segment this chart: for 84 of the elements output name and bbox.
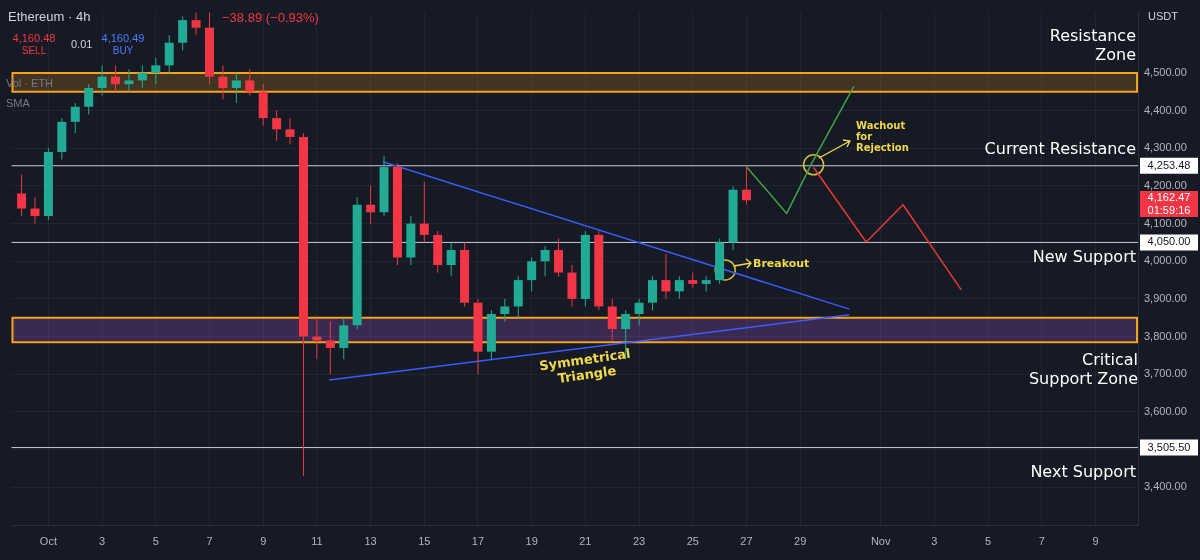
candlestick — [446, 241, 456, 277]
annotation: Breakout — [753, 257, 810, 270]
candlestick — [674, 275, 684, 300]
x-tick-label: 11 — [311, 534, 323, 547]
candlestick — [285, 117, 295, 145]
candlestick — [231, 72, 241, 104]
candlestick — [527, 257, 537, 292]
annotation: 4,160.48 — [11, 32, 57, 44]
candlestick — [325, 321, 335, 375]
x-tick-label: 17 — [471, 534, 485, 547]
candlestick — [137, 64, 147, 89]
y-tick-label: 3,800.00 — [1144, 329, 1187, 342]
annotation: Critical Support Zone — [1028, 350, 1138, 388]
x-tick-label: Nov — [870, 534, 891, 547]
y-tick-label: 4,500.00 — [1144, 65, 1187, 78]
candlestick — [607, 298, 617, 341]
annotation: Current Resistance — [984, 139, 1136, 158]
x-tick-label: 3 — [99, 534, 106, 547]
chart-title: Ethereum · 4h — [8, 9, 91, 25]
candlestick — [178, 15, 188, 51]
y-tick-label: 4,000.00 — [1144, 254, 1187, 267]
x-tick-label: 7 — [1038, 534, 1045, 547]
annotation: BUY — [111, 45, 135, 56]
y-tick-label: 3,400.00 — [1144, 480, 1187, 493]
annotation: Resistance Zone — [1049, 26, 1136, 64]
candlestick — [151, 57, 161, 85]
text: USDT — [1148, 10, 1178, 22]
x-tick-label: 15 — [418, 534, 431, 547]
candlestick — [419, 181, 429, 243]
candlestick — [124, 68, 134, 93]
annotation: Next Support — [1030, 462, 1136, 481]
y-tick-label: 4,400.00 — [1144, 103, 1187, 116]
candlestick — [164, 34, 174, 74]
y-tick-label: 3,600.00 — [1144, 405, 1187, 417]
text: 4,162.47 — [1140, 191, 1198, 204]
candlestick — [245, 68, 255, 96]
candlestick — [500, 298, 510, 323]
ref-line-label: 3,505.50 — [1147, 440, 1191, 453]
candlestick — [30, 196, 40, 225]
annotation: 4,160.49 — [100, 32, 146, 44]
annotation: −38.89 (−0.93%) — [222, 10, 319, 25]
candlestick — [84, 83, 94, 115]
text: 01:59:16 — [1140, 204, 1198, 217]
x-tick-label: 21 — [579, 534, 592, 547]
candlestick — [97, 64, 107, 96]
annotation: SMA — [6, 97, 30, 109]
candlestick — [634, 298, 644, 326]
y-tick-label: 4,200.00 — [1144, 178, 1187, 191]
candlestick — [17, 174, 27, 217]
candlestick — [741, 165, 751, 206]
y-tick-label: 3,700.00 — [1144, 367, 1187, 380]
candlestick — [366, 185, 376, 225]
annotation: 0.01 — [71, 38, 93, 50]
x-tick-label: 13 — [364, 534, 377, 547]
ref-line-label: 4,253.48 — [1147, 158, 1191, 171]
x-tick-label: 9 — [260, 534, 267, 547]
x-tick-label: 19 — [525, 534, 538, 547]
candlestick — [272, 110, 282, 142]
x-tick-label: 27 — [740, 534, 753, 547]
y-tick-label: 3,900.00 — [1144, 291, 1187, 304]
annotation: New Support — [1032, 247, 1136, 266]
candlestick — [648, 275, 657, 311]
y-tick-label: 4,300.00 — [1144, 141, 1187, 154]
annotation: SELL — [20, 45, 48, 56]
candlestick — [70, 102, 80, 134]
x-tick-label: 23 — [632, 534, 646, 547]
x-tick-label: 5 — [152, 534, 159, 547]
candlestick — [661, 253, 671, 300]
candlestick — [540, 245, 550, 277]
candlestick — [111, 64, 121, 93]
ref-line-label: 4,050.00 — [1147, 235, 1191, 248]
y-tick-label: 4,100.00 — [1144, 216, 1187, 229]
candlestick — [554, 238, 564, 277]
x-tick-label: 3 — [931, 534, 938, 547]
x-tick-label: 7 — [206, 534, 213, 547]
x-tick-label: 9 — [1092, 534, 1099, 547]
x-tick-label: 25 — [686, 534, 699, 547]
candlestick — [339, 317, 349, 360]
x-tick-label: 5 — [985, 534, 992, 547]
candlestick — [218, 64, 228, 100]
candlestick — [191, 12, 201, 36]
x-tick-label: 29 — [794, 534, 807, 547]
annotation: Wachout for Rejection — [856, 120, 909, 153]
x-tick-label: Oct — [39, 534, 57, 547]
